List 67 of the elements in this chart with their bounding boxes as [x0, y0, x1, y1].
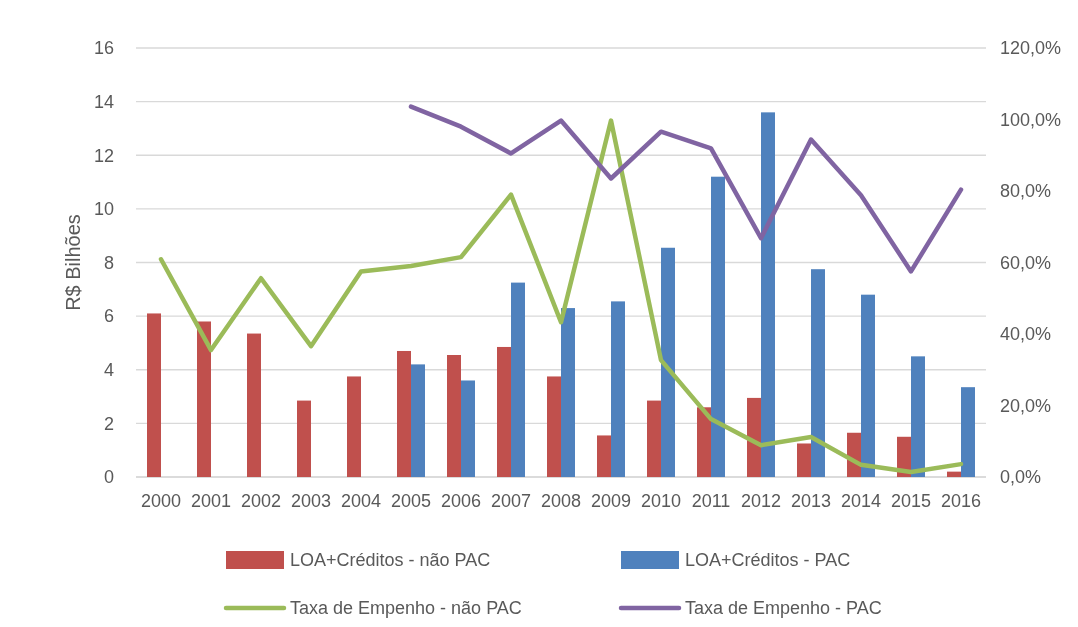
bar	[861, 294, 875, 477]
x-tick-label: 2009	[590, 491, 632, 511]
y2-tick-label: 100,0%	[1000, 109, 1062, 130]
bar	[461, 380, 475, 477]
x-tick-label: 2000	[140, 491, 182, 511]
line-series	[158, 118, 964, 475]
bar	[561, 308, 575, 477]
x-tick-label: 2004	[340, 491, 382, 511]
x-tick-label: 2012	[740, 491, 782, 511]
y2-tick-label: 80,0%	[1000, 181, 1052, 202]
x-tick-label: 2015	[890, 491, 932, 511]
bar	[247, 333, 261, 477]
bar	[347, 376, 361, 477]
x-tick-label: 2002	[240, 491, 282, 511]
x-tick-label: 2001	[190, 491, 232, 511]
x-tick-label: 2011	[691, 491, 731, 511]
x-tick-label: 2013	[790, 491, 832, 511]
legend-label: Taxa de Empenho - PAC	[685, 598, 882, 619]
bar	[447, 355, 461, 477]
x-tick-label: 2016	[940, 491, 982, 511]
bar	[647, 400, 661, 477]
y-tick-label: 2	[103, 413, 114, 434]
y2-tick-label: 0,0%	[1000, 467, 1042, 488]
y-tick-label: 6	[103, 306, 114, 327]
bar	[147, 313, 161, 477]
y-tick-label: 10	[93, 199, 114, 220]
bar	[947, 471, 961, 477]
bar	[597, 435, 611, 477]
bar	[747, 397, 761, 477]
y-tick-label: 14	[93, 91, 114, 112]
y2-tick-label: 20,0%	[1000, 395, 1052, 416]
bar	[911, 356, 925, 477]
y-tick-label: 0	[103, 467, 114, 488]
legend-label: Taxa de Empenho - não PAC	[290, 598, 522, 619]
bar	[511, 282, 525, 477]
y-tick-label: 8	[103, 252, 114, 273]
y-tick-label: 4	[103, 360, 114, 381]
bar	[661, 247, 675, 477]
x-tick-label: 2014	[840, 491, 882, 511]
bar	[697, 407, 711, 477]
line-series	[408, 104, 964, 274]
y-tick-label: 12	[93, 145, 114, 166]
y2-tick-label: 40,0%	[1000, 324, 1052, 345]
bar	[297, 400, 311, 477]
bar	[761, 112, 775, 477]
legend-label: LOA+Créditos - PAC	[685, 550, 851, 571]
bar	[497, 346, 511, 477]
x-tick-label: 2003	[290, 491, 332, 511]
legend-label: LOA+Créditos - não PAC	[290, 550, 491, 571]
y2-tick-label: 60,0%	[1000, 252, 1052, 273]
x-tick-label: 2007	[490, 491, 532, 511]
bar	[711, 176, 725, 477]
x-tick-label: 2010	[640, 491, 682, 511]
bar	[961, 387, 975, 477]
x-tick-label: 2008	[540, 491, 582, 511]
x-tick-label: 2005	[390, 491, 432, 511]
y-axis-title: R$ Bilhões	[62, 214, 84, 311]
bar	[197, 321, 211, 477]
bar	[411, 364, 425, 477]
bar	[811, 269, 825, 477]
bar	[397, 350, 411, 477]
bar	[797, 443, 811, 477]
bar	[611, 301, 625, 477]
x-tick-label: 2006	[440, 491, 482, 511]
bar	[547, 376, 561, 477]
y-tick-label: 16	[93, 38, 114, 59]
y2-tick-label: 120,0%	[1000, 38, 1062, 59]
